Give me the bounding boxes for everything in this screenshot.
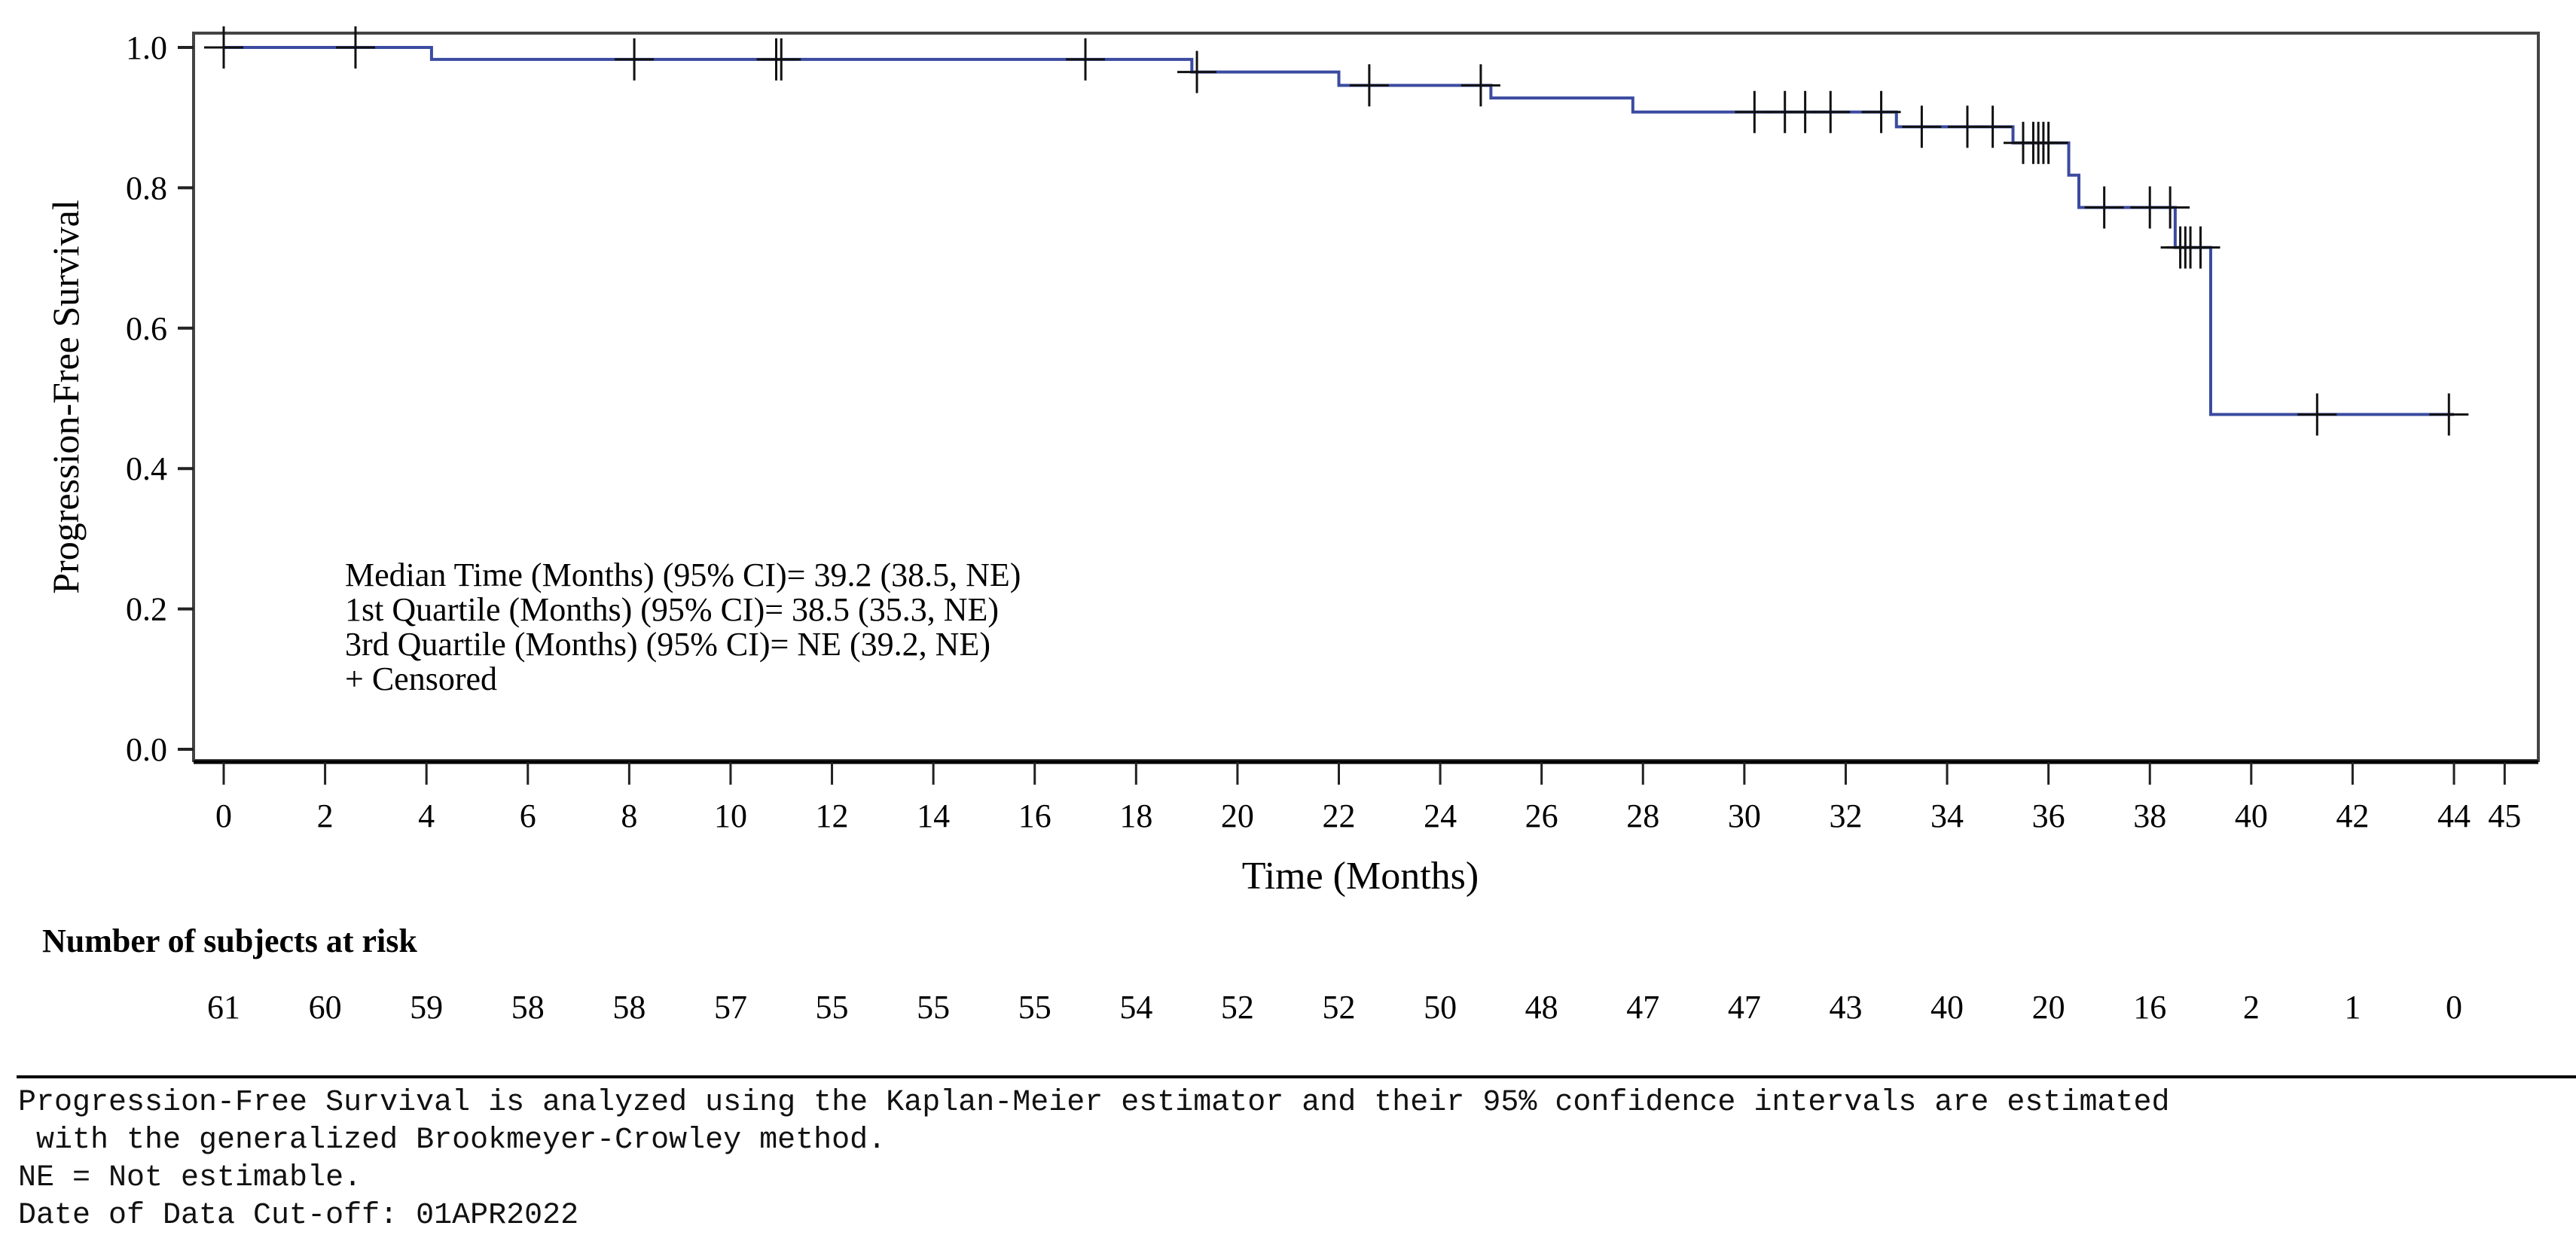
risk-count: 0 xyxy=(2446,989,2462,1026)
stats-annotation: Median Time (Months) (95% CI)= 39.2 (38.… xyxy=(345,557,1021,697)
risk-count: 60 xyxy=(309,989,342,1026)
x-tick-label: 26 xyxy=(1525,797,1558,834)
y-tick-label: 0.8 xyxy=(126,169,167,206)
risk-count: 55 xyxy=(917,989,950,1026)
risk-count: 52 xyxy=(1323,989,1356,1026)
x-axis-label: Time (Months) xyxy=(1242,855,1479,898)
q1-stat: 1st Quartile (Months) (95% CI)= 38.5 (35… xyxy=(345,591,999,628)
risk-count: 47 xyxy=(1626,989,1659,1026)
y-tick-label: 0.0 xyxy=(126,731,167,768)
risk-count: 58 xyxy=(511,989,545,1026)
x-tick-label: 8 xyxy=(621,797,637,834)
censor-mark xyxy=(1349,64,1389,107)
risk-count: 55 xyxy=(816,989,849,1026)
censor-mark xyxy=(1177,50,1217,93)
censor-mark xyxy=(204,26,243,69)
censor-mark xyxy=(2150,186,2190,229)
x-tick-label: 2 xyxy=(317,797,334,834)
risk-count: 1 xyxy=(2344,989,2361,1026)
x-tick-label: 16 xyxy=(1018,797,1051,834)
footnote-line: Date of Data Cut-off: 01APR2022 xyxy=(18,1199,579,1233)
risk-count: 54 xyxy=(1119,989,1152,1026)
censor-mark xyxy=(1902,105,1942,148)
risk-table-counts: 61 60 59 58 58 57 55 55 55 54 52 52 50 48 47 47 43 40 20 16… xyxy=(207,989,2462,1026)
y-axis-label: Progression-Free Survival xyxy=(44,200,87,594)
x-tick-label: 40 xyxy=(2235,797,2268,834)
risk-count: 43 xyxy=(1829,989,1862,1026)
x-tick-label: 10 xyxy=(714,797,747,834)
footnote-line: Progression-Free Survival is analyzed us… xyxy=(18,1086,2170,1120)
median-stat: Median Time (Months) (95% CI)= 39.2 (38.… xyxy=(345,557,1021,593)
censor-mark xyxy=(335,26,375,69)
y-axis: 0.0 0.2 0.4 0.6 0.8 1.0 xyxy=(126,29,194,768)
footnotes: Progression-Free Survival is analyzed us… xyxy=(18,1084,2169,1235)
censor-mark xyxy=(615,38,655,81)
footnote-line: NE = Not estimable. xyxy=(18,1161,362,1195)
censor-mark xyxy=(2181,226,2220,269)
x-tick-label: 24 xyxy=(1424,797,1457,834)
censor-mark xyxy=(2084,186,2124,229)
censor-mark xyxy=(1973,105,2013,148)
x-axis: 0 2 4 6 8 10 12 14 16 18 20 22 24 26 28 30 32 34 36 38 40 42 4… xyxy=(194,760,2538,834)
x-tick-label: 30 xyxy=(1728,797,1761,834)
risk-count: 55 xyxy=(1018,989,1051,1026)
km-curve xyxy=(224,46,2454,416)
censored-legend: + Censored xyxy=(345,660,497,697)
censor-mark xyxy=(2429,393,2469,436)
censor-mark xyxy=(1460,64,1500,107)
risk-count: 16 xyxy=(2133,989,2166,1026)
x-tick-label: 4 xyxy=(418,797,435,834)
x-tick-label: 14 xyxy=(917,797,950,834)
y-tick-label: 0.2 xyxy=(126,591,167,628)
risk-count: 57 xyxy=(714,989,747,1026)
x-tick-label: 45 xyxy=(2488,797,2521,834)
risk-count: 52 xyxy=(1221,989,1254,1026)
risk-count: 47 xyxy=(1728,989,1761,1026)
survival-step-line xyxy=(224,46,2454,416)
censor-mark xyxy=(2028,121,2068,164)
x-tick-label: 36 xyxy=(2032,797,2065,834)
risk-count: 58 xyxy=(612,989,646,1026)
censor-mark xyxy=(2297,393,2337,436)
x-tick-label: 32 xyxy=(1829,797,1862,834)
risk-count: 50 xyxy=(1424,989,1457,1026)
x-tick-label: 28 xyxy=(1626,797,1659,834)
footer-divider xyxy=(17,1075,2576,1078)
x-tick-label: 34 xyxy=(1930,797,1964,834)
censor-mark xyxy=(1811,90,1851,133)
x-tick-label: 22 xyxy=(1323,797,1356,834)
risk-count: 2 xyxy=(2243,989,2260,1026)
x-tick-label: 38 xyxy=(2133,797,2166,834)
censor-mark xyxy=(762,38,801,81)
censor-mark xyxy=(1861,90,1901,133)
x-tick-label: 6 xyxy=(520,797,536,834)
censor-marks xyxy=(204,26,2469,436)
y-tick-label: 1.0 xyxy=(126,29,167,66)
x-tick-label: 12 xyxy=(816,797,849,834)
x-tick-label: 0 xyxy=(215,797,232,834)
x-tick-label: 20 xyxy=(1221,797,1254,834)
risk-count: 20 xyxy=(2032,989,2065,1026)
censor-mark xyxy=(1066,38,1106,81)
risk-count: 48 xyxy=(1525,989,1558,1026)
risk-count: 61 xyxy=(207,989,240,1026)
footnote-line: with the generalized Brookmeyer-Crowley … xyxy=(18,1124,887,1157)
risk-count: 59 xyxy=(410,989,443,1026)
x-tick-label: 44 xyxy=(2437,797,2471,834)
y-tick-label: 0.6 xyxy=(126,310,167,347)
km-chart: 0.00.20.40.60.81.0 0 2 4 6 8 10 12 14 16 18 20 22 24… xyxy=(42,26,2540,1026)
x-tick-label: 18 xyxy=(1119,797,1152,834)
risk-table-title: Number of subjects at risk xyxy=(42,922,417,959)
q3-stat: 3rd Quartile (Months) (95% CI)= NE (39.2… xyxy=(345,626,990,663)
x-tick-label: 42 xyxy=(2336,797,2369,834)
y-tick-label: 0.4 xyxy=(126,450,167,487)
risk-count: 40 xyxy=(1930,989,1964,1026)
